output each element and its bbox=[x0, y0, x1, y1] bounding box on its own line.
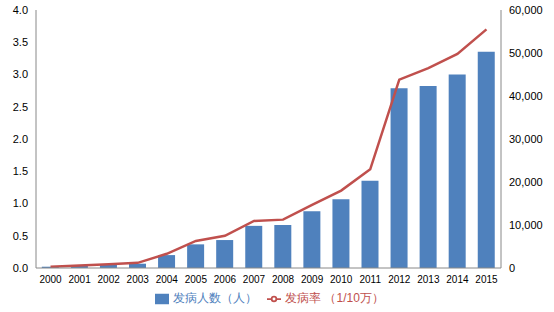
svg-text:2011: 2011 bbox=[359, 274, 381, 285]
svg-text:2010: 2010 bbox=[330, 274, 353, 285]
svg-text:40,000: 40,000 bbox=[509, 90, 543, 102]
html-text:发病人数（人）: 发病人数（人） bbox=[173, 291, 258, 305]
svg-text:30,000: 30,000 bbox=[509, 133, 543, 145]
svg-text:3.5: 3.5 bbox=[13, 36, 28, 48]
svg-text:2.0: 2.0 bbox=[13, 133, 28, 145]
svg-text:0.0: 0.0 bbox=[13, 262, 28, 274]
svg-text:1.0: 1.0 bbox=[13, 197, 28, 209]
svg-text:2004: 2004 bbox=[156, 274, 179, 285]
svg-text:2.5: 2.5 bbox=[13, 101, 28, 113]
svg-text:0.5: 0.5 bbox=[13, 230, 28, 242]
svg-text:2009: 2009 bbox=[301, 274, 324, 285]
svg-text:0: 0 bbox=[509, 262, 515, 274]
svg-text:3.0: 3.0 bbox=[13, 68, 28, 80]
svg-text:2006: 2006 bbox=[214, 274, 237, 285]
svg-text:2007: 2007 bbox=[243, 274, 266, 285]
svg-text:2008: 2008 bbox=[272, 274, 295, 285]
html-text:发病率 （1/10万）: 发病率 （1/10万） bbox=[285, 291, 384, 305]
svg-text:2001: 2001 bbox=[68, 274, 91, 285]
svg-text:2002: 2002 bbox=[98, 274, 121, 285]
svg-text:2012: 2012 bbox=[388, 274, 411, 285]
svg-text:1.5: 1.5 bbox=[13, 165, 28, 177]
svg-text:50,000: 50,000 bbox=[509, 47, 543, 59]
svg-text:4.0: 4.0 bbox=[13, 4, 28, 16]
svg-text:2013: 2013 bbox=[417, 274, 440, 285]
svg-text:2000: 2000 bbox=[39, 274, 62, 285]
svg-text:20,000: 20,000 bbox=[509, 176, 543, 188]
svg-text:2014: 2014 bbox=[446, 274, 469, 285]
svg-text:2003: 2003 bbox=[127, 274, 150, 285]
svg-text:2005: 2005 bbox=[185, 274, 208, 285]
svg-text:10,000: 10,000 bbox=[509, 219, 543, 231]
svg-text:60,000: 60,000 bbox=[509, 4, 543, 16]
svg-text:2015: 2015 bbox=[475, 274, 498, 285]
